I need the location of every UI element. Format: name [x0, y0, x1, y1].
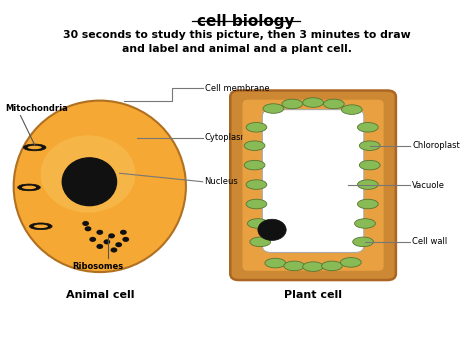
Ellipse shape — [357, 122, 378, 132]
Text: Cell wall: Cell wall — [412, 237, 447, 246]
Text: Vacuole: Vacuole — [412, 181, 445, 190]
Ellipse shape — [340, 258, 361, 267]
Ellipse shape — [353, 237, 374, 247]
Ellipse shape — [246, 199, 267, 209]
Circle shape — [108, 233, 115, 239]
FancyBboxPatch shape — [230, 91, 396, 280]
Ellipse shape — [14, 100, 186, 272]
Ellipse shape — [359, 160, 380, 170]
Ellipse shape — [29, 223, 52, 230]
Ellipse shape — [18, 184, 40, 191]
Text: 30 seconds to study this picture, then 3 minutes to draw: 30 seconds to study this picture, then 3… — [63, 30, 410, 40]
Ellipse shape — [250, 237, 271, 247]
Ellipse shape — [357, 180, 378, 189]
Ellipse shape — [62, 158, 117, 206]
Text: Cytoplasm: Cytoplasm — [205, 133, 249, 142]
Text: Cell membrane: Cell membrane — [205, 84, 269, 93]
Text: Animal cell: Animal cell — [65, 290, 134, 300]
Ellipse shape — [22, 186, 36, 189]
Ellipse shape — [244, 141, 265, 151]
Text: Chloroplast: Chloroplast — [412, 141, 460, 150]
FancyBboxPatch shape — [243, 100, 383, 271]
Ellipse shape — [303, 98, 323, 107]
Ellipse shape — [357, 199, 378, 209]
Circle shape — [84, 226, 91, 231]
Ellipse shape — [323, 99, 344, 109]
Ellipse shape — [359, 141, 380, 151]
Ellipse shape — [244, 160, 265, 170]
Ellipse shape — [41, 135, 136, 213]
Circle shape — [258, 219, 286, 240]
Text: Nucleus: Nucleus — [205, 177, 238, 186]
Circle shape — [110, 247, 118, 252]
Circle shape — [115, 242, 122, 247]
Text: cell biology: cell biology — [197, 14, 295, 29]
Text: Plant cell: Plant cell — [284, 290, 342, 300]
FancyBboxPatch shape — [262, 110, 364, 252]
Ellipse shape — [284, 261, 305, 271]
Circle shape — [82, 221, 89, 226]
Ellipse shape — [321, 261, 342, 271]
Circle shape — [103, 239, 110, 244]
Ellipse shape — [246, 180, 267, 189]
Ellipse shape — [341, 105, 362, 114]
Ellipse shape — [246, 122, 267, 132]
Text: Ribosomes: Ribosomes — [72, 262, 123, 271]
Circle shape — [122, 237, 129, 242]
Text: Mitochondria: Mitochondria — [5, 104, 68, 113]
Ellipse shape — [303, 262, 323, 271]
Ellipse shape — [34, 224, 48, 228]
Ellipse shape — [263, 104, 284, 113]
Circle shape — [96, 244, 103, 249]
Ellipse shape — [27, 146, 42, 149]
Circle shape — [96, 230, 103, 235]
Circle shape — [89, 237, 96, 242]
Ellipse shape — [355, 219, 375, 228]
Ellipse shape — [23, 144, 46, 151]
Text: and label and animal and a plant cell.: and label and animal and a plant cell. — [122, 44, 352, 54]
Circle shape — [120, 230, 127, 235]
Ellipse shape — [282, 99, 303, 109]
Ellipse shape — [247, 219, 268, 228]
Ellipse shape — [265, 258, 286, 268]
